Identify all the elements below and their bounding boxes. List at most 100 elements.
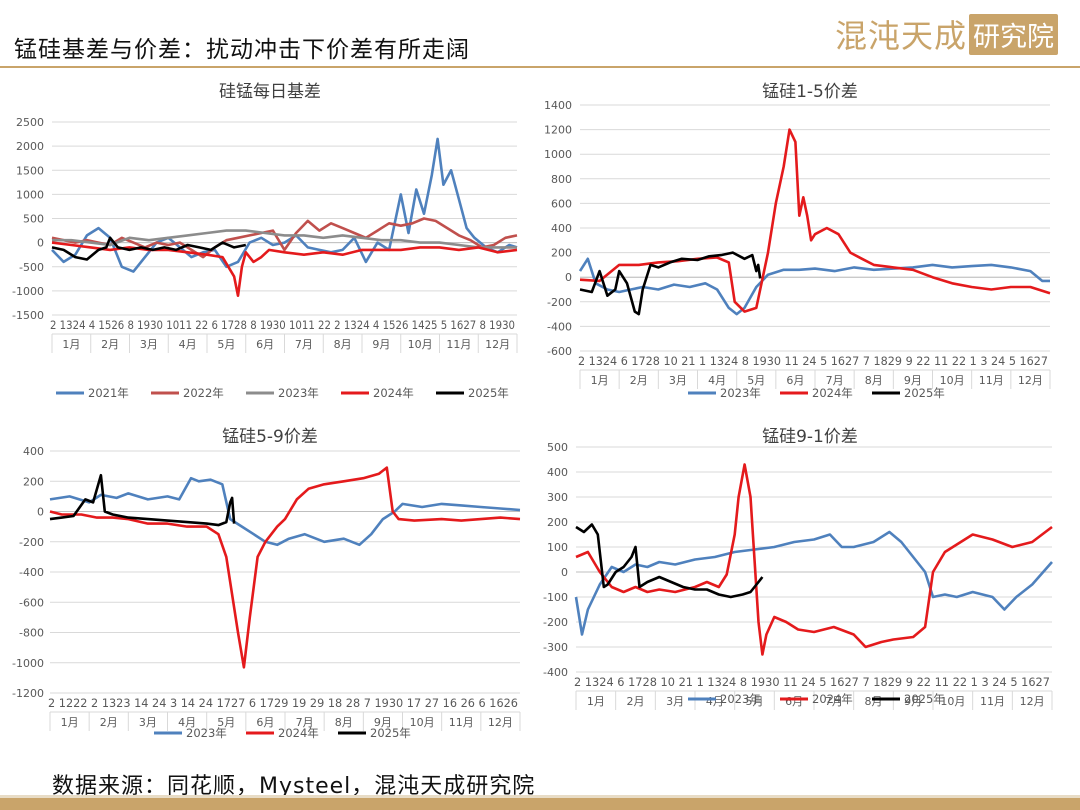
month-label: 8月: [334, 338, 352, 351]
y-tick-label: -400: [547, 320, 572, 333]
month-label: 5月: [217, 338, 235, 351]
legend-label: 2025年: [468, 386, 509, 400]
series-line-5: [51, 236, 247, 261]
y-tick-label: 2000: [16, 140, 44, 153]
month-label: 3月: [140, 338, 158, 351]
y-tick-label: -600: [19, 596, 44, 609]
series-line-1: [578, 257, 1050, 316]
y-tick-label: 0: [37, 506, 44, 519]
y-tick-label: 200: [551, 247, 572, 260]
month-label: 8月: [865, 695, 883, 708]
chart-spread-1-5: 锰硅1-5价差 -600 -400 -200 0 200 400 600 800 1000 1200…: [544, 82, 1051, 400]
series-line-3: [52, 229, 517, 249]
legend-label: 2024年: [278, 726, 319, 740]
month-label: 7月: [295, 338, 313, 351]
y-tick-label: 600: [551, 197, 572, 210]
month-label: 9月: [904, 695, 922, 708]
chart-spread-5-9: 锰硅5-9价差 -1200 -1000 -800 -600 -400 -200 0 200 400…: [12, 427, 521, 740]
month-label: 3月: [669, 374, 687, 387]
y-tick-label: -1500: [12, 309, 44, 322]
month-label: 5月: [217, 716, 235, 729]
legend-label: 2023年: [186, 726, 227, 740]
legend-label: 2021年: [88, 386, 129, 400]
y-tick-label: 1000: [544, 148, 572, 161]
y-tick-label: -100: [543, 591, 568, 604]
month-label: 10月: [408, 338, 433, 351]
month-label: 8月: [865, 374, 883, 387]
series-line-2: [51, 217, 518, 259]
footer-source: 数据来源：同花顺，Mysteel，混沌天成研究院: [52, 774, 536, 799]
y-tick-label: -1000: [12, 285, 44, 298]
series-line-2: [575, 463, 1053, 656]
y-tick-label: 200: [23, 475, 44, 488]
header-title: 锰硅基差与价差：扰动冲击下价差有所走阔: [14, 37, 470, 63]
month-label: 10月: [940, 695, 965, 708]
y-tick-label: 1000: [16, 188, 44, 201]
y-tick-label: 1500: [16, 164, 44, 177]
month-label: 6月: [785, 695, 803, 708]
month-label: 7月: [825, 695, 843, 708]
month-label: 7月: [296, 716, 314, 729]
legend-label: 2025年: [904, 692, 945, 706]
logo-seal: 研究院: [969, 13, 1058, 55]
chart-basis: 硅锰每日基差 -1500 -1000 -500 0 500 1000 1500 2000 2500…: [12, 82, 518, 400]
month-label: 1月: [62, 338, 80, 351]
month-label: 6月: [786, 374, 804, 387]
month-label: 3月: [666, 695, 684, 708]
month-label: 2月: [630, 374, 648, 387]
month-label: 2月: [101, 338, 119, 351]
logo-text: 混沌天成: [834, 17, 967, 55]
series-line-1: [51, 137, 518, 273]
month-label: 6月: [256, 338, 274, 351]
month-label: 12月: [1018, 374, 1043, 387]
chart-spread-9-1: 锰硅9-1价差 -400 -300 -200 -100 0 100 200 300 400 500 2…: [543, 427, 1053, 710]
y-tick-label: -200: [543, 616, 568, 629]
month-label: 4月: [708, 374, 726, 387]
y-tick-label: -200: [19, 536, 44, 549]
y-tick-label: 1200: [544, 124, 572, 137]
legend-label: 2025年: [370, 726, 411, 740]
chart-title: 硅锰每日基差: [219, 82, 321, 102]
y-tick-label: 0: [37, 237, 44, 250]
month-label: 8月: [335, 716, 353, 729]
month-label: 12月: [488, 716, 513, 729]
month-label: 9月: [372, 338, 390, 351]
y-tick-label: -200: [547, 296, 572, 309]
month-label: 9月: [904, 374, 922, 387]
chart-title: 锰硅1-5价差: [762, 82, 858, 102]
footer-bar-light: [0, 795, 1080, 798]
y-tick-label: 0: [561, 566, 568, 579]
month-label: 4月: [178, 716, 196, 729]
y-tick-label: 800: [551, 173, 572, 186]
month-label: 11月: [979, 374, 1004, 387]
footer-bar: [0, 798, 1080, 810]
month-label: 1月: [587, 695, 605, 708]
legend-label: 2023年: [720, 386, 761, 400]
month-label: 11月: [449, 716, 474, 729]
y-tick-label: -600: [547, 345, 572, 358]
month-label: 5月: [746, 695, 764, 708]
legend-label: 2024年: [373, 386, 414, 400]
month-label: 12月: [1020, 695, 1045, 708]
logo: 混沌天成 研究院: [834, 13, 1058, 55]
day-tick-labels: 2 1324 6 1728 10 21 1 1324 8 1930 11 24 …: [574, 675, 1050, 689]
day-tick-labels: 2 1222 2 1323 14 24 3 14 24 1727 6 1729 …: [48, 696, 518, 710]
series-line-2: [49, 466, 521, 669]
y-tick-label: 400: [23, 445, 44, 458]
month-label: 10月: [940, 374, 965, 387]
legend-label: 2025年: [904, 386, 945, 400]
y-tick-label: -500: [19, 261, 44, 274]
month-label: 11月: [980, 695, 1005, 708]
series-line-3: [575, 523, 764, 599]
month-label: 9月: [374, 716, 392, 729]
y-tick-label: -1200: [12, 687, 44, 700]
month-label: 1月: [61, 716, 79, 729]
y-tick-label: 0: [565, 271, 572, 284]
y-tick-label: -300: [543, 641, 568, 654]
y-tick-label: 1400: [544, 99, 572, 112]
y-tick-label: 300: [547, 491, 568, 504]
y-tick-label: -800: [19, 627, 44, 640]
legend-label: 2024年: [812, 692, 853, 706]
y-tick-label: 500: [547, 441, 568, 454]
month-label: 7月: [826, 374, 844, 387]
